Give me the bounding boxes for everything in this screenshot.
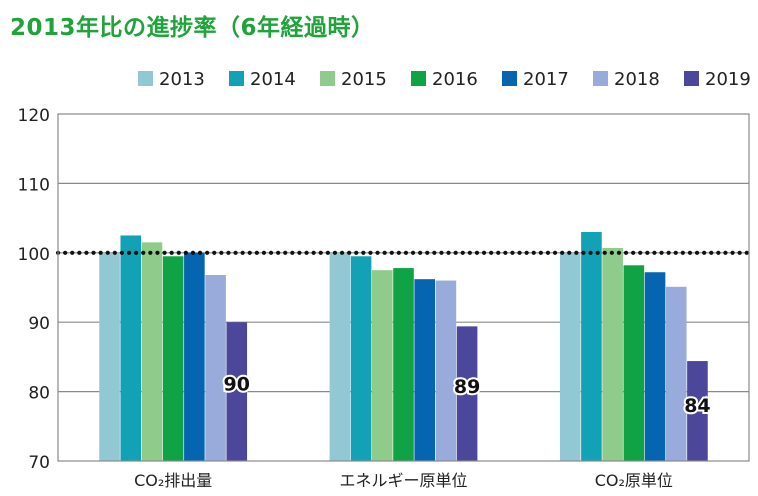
x-tick-label: CO₂排出量 bbox=[134, 471, 212, 490]
legend-swatch bbox=[138, 71, 153, 86]
bar bbox=[120, 235, 142, 461]
x-tick-label: エネルギー原単位 bbox=[339, 471, 467, 490]
bar bbox=[99, 252, 120, 461]
chart-title: 2013年比の進捗率（6年経過時） bbox=[10, 15, 375, 41]
y-tick-label: 110 bbox=[18, 175, 50, 195]
data-label: 84 bbox=[684, 395, 710, 417]
legend-swatch bbox=[229, 71, 244, 86]
legend-label: 2013 bbox=[159, 69, 205, 90]
legend-swatch bbox=[502, 71, 517, 86]
bar bbox=[665, 286, 687, 461]
y-tick-label: 70 bbox=[28, 453, 50, 473]
y-tick-label: 100 bbox=[18, 245, 50, 265]
y-tick-label: 90 bbox=[28, 314, 50, 334]
legend-label: 2016 bbox=[432, 69, 478, 90]
bar bbox=[141, 242, 163, 461]
bar bbox=[687, 361, 708, 461]
bar bbox=[456, 326, 478, 461]
x-tick-label: CO₂原単位 bbox=[595, 471, 673, 490]
legend-label: 2015 bbox=[341, 69, 387, 90]
y-tick-label: 80 bbox=[28, 384, 50, 404]
bar bbox=[623, 265, 645, 461]
legend-swatch bbox=[593, 71, 608, 86]
bar bbox=[350, 256, 372, 461]
bar bbox=[162, 256, 184, 461]
bars bbox=[99, 231, 708, 461]
data-label: 90 bbox=[224, 374, 250, 396]
bar bbox=[372, 270, 393, 461]
bar bbox=[226, 322, 248, 461]
plot-frame bbox=[57, 113, 750, 462]
bar bbox=[435, 280, 457, 461]
bar bbox=[602, 247, 623, 461]
axes: 70 80 90 100 110 120 CO₂排出量 エネルギー原単位 CO₂原単位 bbox=[18, 106, 750, 490]
data-label: 89 bbox=[454, 376, 480, 398]
legend-swatch bbox=[411, 71, 426, 86]
bar bbox=[414, 279, 435, 461]
bar bbox=[184, 252, 205, 461]
legend-label: 2017 bbox=[523, 69, 569, 90]
bar bbox=[205, 275, 226, 461]
legend-label: 2019 bbox=[705, 69, 751, 90]
legend-label: 2014 bbox=[250, 69, 296, 90]
bar bbox=[329, 252, 351, 461]
bar bbox=[581, 231, 602, 461]
y-tick-label: 120 bbox=[18, 106, 50, 126]
legend-swatch bbox=[320, 71, 335, 86]
bar bbox=[559, 252, 581, 461]
legend-label: 2018 bbox=[614, 69, 660, 90]
data-labels: 90 89 84 bbox=[222, 372, 713, 419]
bar bbox=[393, 268, 414, 461]
bar bbox=[644, 272, 666, 461]
legend-swatch bbox=[684, 71, 699, 86]
legend: 2013 2014 2015 2016 2017 2018 2019 bbox=[138, 69, 751, 90]
